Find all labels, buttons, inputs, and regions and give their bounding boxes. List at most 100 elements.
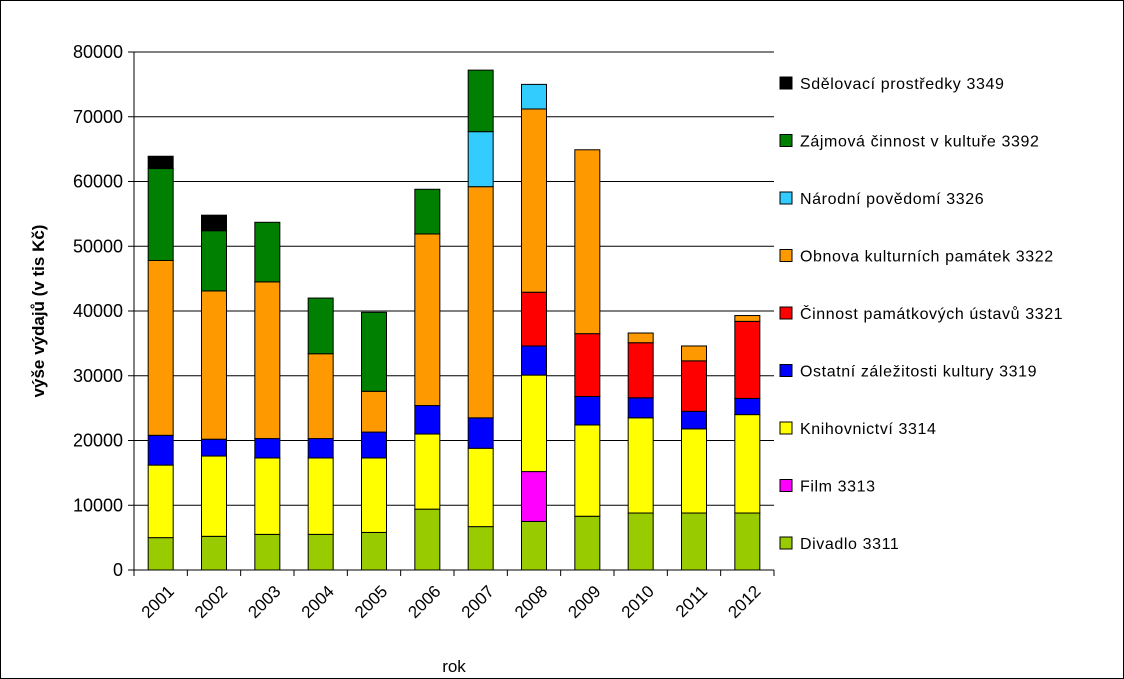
bar-segment [734,397,761,416]
bar-segment [681,410,707,430]
x-axis-title: rok [442,657,466,676]
bar-segment [734,320,761,399]
bar-segment [414,188,441,235]
bar-segment [201,290,227,440]
y-tick-label: 40000 [73,301,123,321]
bar-segment [467,526,494,571]
bar-segment [361,457,387,533]
bar-segment [201,214,227,232]
legend: Sdělovací prostředky 3349 Zájmová činnost… [779,76,1063,553]
legend-swatch [779,364,793,377]
bar-segment [734,414,761,514]
legend-swatch [779,536,793,550]
legend-label: Zájmová činnost v kultuře 3392 [800,134,1039,151]
bar-segment [254,533,281,571]
bar-segment [307,533,334,571]
bar-segment [681,345,707,362]
bar-segment [254,221,281,283]
bar-segment [574,333,601,397]
x-tick-label: 2004 [298,582,338,622]
legend-label: Ostatní záležitosti kultury 3319 [800,364,1037,381]
bar-segment [627,417,654,514]
bar-segment [201,230,227,292]
bar-segment [254,438,281,459]
bar-segment [361,311,387,392]
bar-segment [521,520,547,571]
legend-swatch [779,306,793,320]
x-tick-label: 2007 [458,582,498,622]
x-tick-label: 2010 [618,582,658,622]
bar-segment [574,515,601,571]
bar-segment [361,531,387,571]
y-tick-labels: 0 10000 20000 30000 40000 50000 60000 70000 8000… [73,42,123,580]
legend-label: Divadlo 3311 [800,536,899,553]
bar-segment [574,395,601,426]
legend-swatch [779,76,793,90]
bar-segment [627,342,654,399]
legend-swatch [779,249,793,262]
bar-segment [307,353,334,440]
legend-swatch [779,191,793,205]
legend-label: Činnost památkových ústavů 3321 [800,304,1063,323]
bar-segment [414,433,441,510]
bar-segment [521,291,547,347]
bar-segment [627,512,654,571]
bar-segment [521,345,547,376]
bar-segment [147,259,174,436]
bar-segment [467,447,494,528]
gridlines [134,51,774,506]
bar-segment [521,108,547,293]
bar-segment [467,186,494,419]
bar-segment [147,155,174,170]
bar-segment [307,457,334,535]
x-tick-label: 2009 [564,582,604,622]
bar-segment [414,233,441,407]
bar-segment [467,417,494,449]
x-tick-label: 2002 [191,582,231,622]
legend-swatch [779,134,793,147]
legend-swatch [779,479,793,492]
bar-segment [574,424,601,517]
bar-segment [627,332,654,344]
bar-segment [681,512,707,571]
x-tick-label: 2011 [672,582,711,621]
y-tick-label: 0 [113,560,123,580]
axes [128,51,775,576]
y-tick-label: 60000 [73,172,123,192]
bar-segment [361,431,387,459]
bar-segment [681,428,707,514]
x-tick-label: 2005 [351,582,391,622]
legend-label: Národní povědomí 3326 [800,191,984,208]
x-tick-label: 2008 [511,582,551,622]
y-tick-label: 50000 [73,236,123,256]
bar-segment [254,457,281,535]
bar-segment [734,512,761,571]
bar-segment [147,537,174,571]
legend-label: Film 3313 [800,479,876,496]
x-tick-labels: 2001 2002 2003 2004 2005 2006 2007 2008 2009 2010… [138,582,765,622]
y-tick-label: 70000 [73,107,123,127]
bar-segment [627,397,654,419]
y-tick-label: 10000 [73,495,123,515]
bar-segment [307,438,334,459]
bar-segment [521,374,547,473]
bar-segment [147,464,174,539]
x-tick-label: 2006 [404,582,444,622]
y-tick-label: 80000 [73,42,123,62]
bar-segment [201,455,227,537]
bar-segment [734,315,761,322]
x-tick-label: 2003 [244,582,284,622]
bar-segment [467,131,494,188]
y-tick-label: 20000 [73,431,123,451]
bar-segment [147,168,174,261]
bar-segment [307,297,334,355]
bar-segment [147,434,174,466]
bar-segment [467,69,494,133]
y-tick-label: 30000 [73,366,123,386]
bar-segment [201,535,227,571]
bar-segment [414,405,441,435]
bar-segment [254,281,281,440]
bar-segment [361,390,387,433]
